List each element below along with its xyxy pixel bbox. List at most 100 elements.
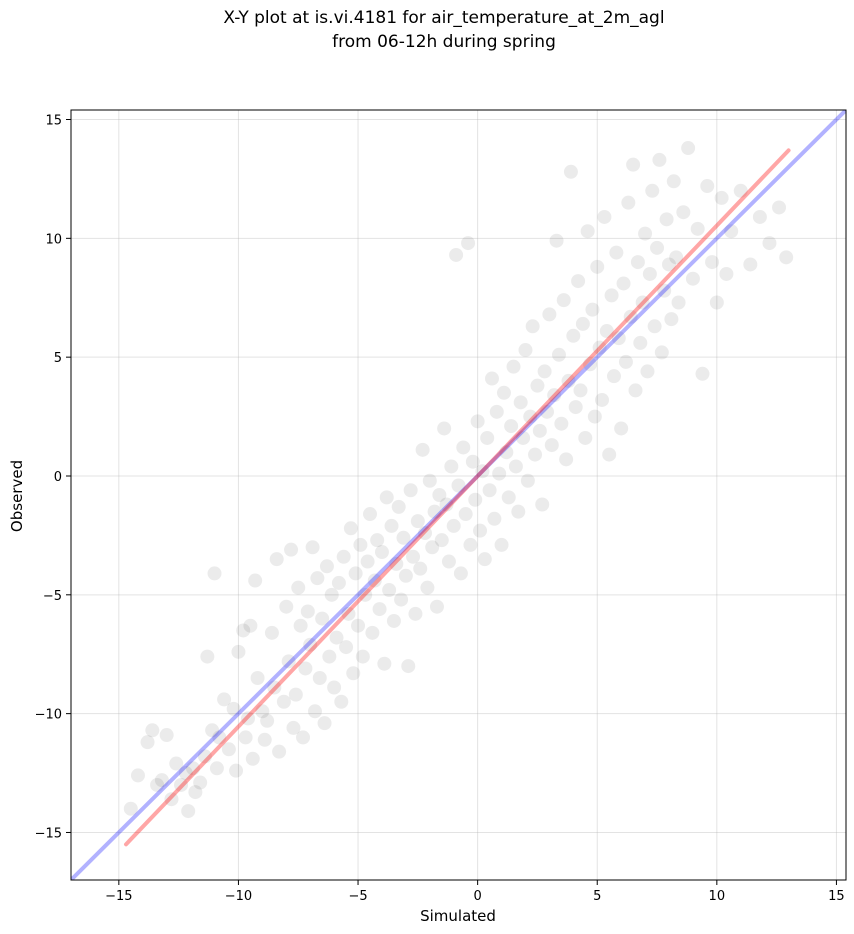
data-point <box>257 732 272 747</box>
data-point <box>394 592 409 607</box>
data-point <box>630 255 645 270</box>
data-point <box>331 575 346 590</box>
data-point <box>592 340 607 355</box>
data-point <box>288 687 303 702</box>
data-point <box>434 533 449 548</box>
y-tick-label: 0 <box>54 470 62 485</box>
data-point <box>597 209 612 224</box>
data-point <box>733 183 748 198</box>
data-point <box>212 730 227 745</box>
data-point <box>506 359 521 374</box>
data-point <box>406 549 421 564</box>
x-axis-label: Simulated <box>420 907 496 925</box>
data-point <box>193 775 208 790</box>
data-point <box>367 573 382 588</box>
data-point <box>446 518 461 533</box>
data-point <box>480 430 495 445</box>
data-point <box>537 364 552 379</box>
data-point <box>413 561 428 576</box>
data-point <box>690 221 705 236</box>
data-point <box>511 504 526 519</box>
y-tick-label: 15 <box>45 114 62 129</box>
data-point <box>571 274 586 289</box>
data-point <box>307 704 322 719</box>
data-point <box>532 423 547 438</box>
x-tick-label: −10 <box>225 889 252 904</box>
data-point <box>185 761 200 776</box>
chart-title: X-Y plot at is.vi.4181 for air_temperatu… <box>0 6 854 54</box>
data-point <box>432 488 447 502</box>
data-point <box>164 792 179 807</box>
data-point <box>310 571 325 586</box>
data-point <box>695 366 710 381</box>
data-point <box>305 540 320 555</box>
data-point <box>523 409 538 424</box>
data-point <box>382 583 397 598</box>
data-point <box>427 504 442 519</box>
data-point <box>415 442 430 457</box>
data-point <box>150 777 165 792</box>
data-point <box>145 723 160 738</box>
data-point <box>676 205 691 220</box>
y-tick-label: −15 <box>35 826 62 841</box>
data-point <box>231 644 246 659</box>
data-point <box>401 659 416 674</box>
data-point <box>339 640 354 655</box>
data-point <box>587 409 602 424</box>
data-point <box>499 445 514 460</box>
x-tick-label: 15 <box>828 889 845 904</box>
data-point <box>293 618 308 633</box>
data-point <box>714 190 729 205</box>
data-point <box>614 421 629 436</box>
data-point <box>250 670 265 685</box>
data-point <box>130 768 145 783</box>
data-point <box>585 302 600 317</box>
data-point <box>468 492 483 507</box>
data-point <box>322 649 337 664</box>
data-point <box>544 438 559 453</box>
data-point <box>439 497 454 512</box>
data-point <box>351 618 366 633</box>
data-point <box>205 723 220 738</box>
data-point <box>645 183 660 198</box>
data-point <box>353 537 368 552</box>
data-point <box>300 604 315 619</box>
data-point <box>324 587 339 602</box>
data-point <box>221 742 236 757</box>
data-point <box>666 174 681 189</box>
data-point <box>513 395 528 410</box>
data-point <box>681 141 696 156</box>
data-point <box>389 556 404 571</box>
data-point <box>429 599 444 614</box>
data-point <box>633 335 648 350</box>
plot-frame <box>70 109 847 881</box>
data-point <box>319 559 334 574</box>
data-point <box>458 507 473 522</box>
data-point <box>762 236 777 251</box>
chart-title-line-1: X-Y plot at is.vi.4181 for air_temperatu… <box>223 8 665 28</box>
data-point <box>604 288 619 303</box>
data-point <box>386 613 401 628</box>
y-axis-label: Observed <box>8 460 26 532</box>
data-point <box>611 331 626 346</box>
data-point <box>549 233 564 248</box>
x-tick-label: 5 <box>593 889 601 904</box>
data-point <box>475 464 490 479</box>
data-point <box>743 257 758 272</box>
data-point <box>272 744 287 759</box>
data-point <box>669 250 684 265</box>
data-point <box>336 549 351 564</box>
data-point <box>181 804 196 819</box>
data-point <box>700 179 715 194</box>
data-point <box>477 552 492 567</box>
data-point <box>178 766 193 781</box>
data-point <box>317 716 332 731</box>
data-point <box>346 666 361 681</box>
data-point <box>635 295 650 310</box>
data-point <box>638 226 653 241</box>
data-point <box>398 568 413 583</box>
data-point <box>372 602 387 617</box>
data-point <box>334 694 349 709</box>
data-point <box>303 637 318 652</box>
data-point <box>583 357 598 372</box>
